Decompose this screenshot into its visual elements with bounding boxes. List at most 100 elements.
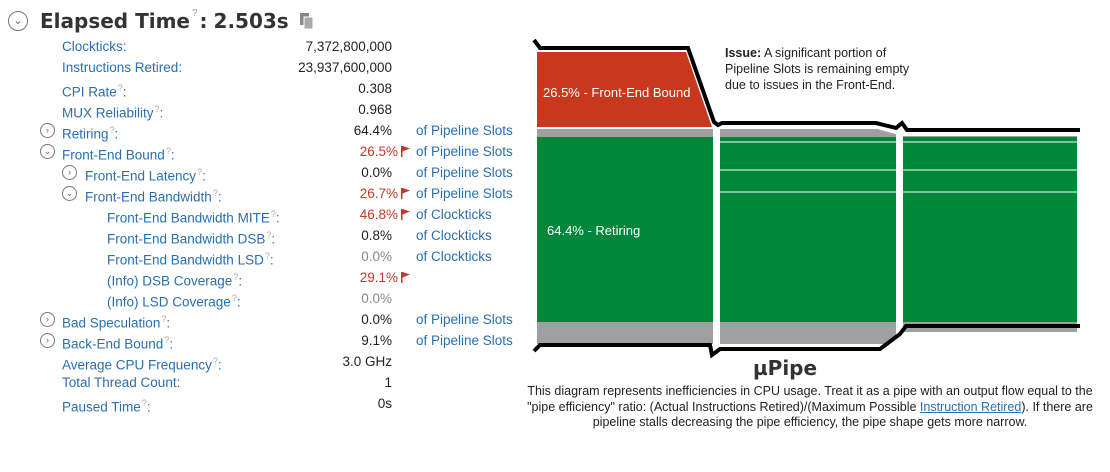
metric-value-text: 26.7% xyxy=(359,186,398,201)
metric-value-text: 3.0 GHz xyxy=(342,354,392,369)
front-end-bound-segment[interactable] xyxy=(537,52,712,127)
bad-speculation-band-top xyxy=(537,129,1077,137)
metric-row: Instructions Retired: 23,937,600,000 xyxy=(0,57,520,78)
metric-row: Front-End Bandwidth DSB?: 0.8% of Clocktic… xyxy=(0,225,520,247)
help-icon[interactable]: ? xyxy=(165,146,171,156)
help-icon[interactable]: ? xyxy=(270,209,276,219)
collapse-chevron-icon[interactable]: ⌄ xyxy=(8,11,28,31)
elapsed-time-header: ⌄ Elapsed Time ? : 2.503s xyxy=(8,8,315,34)
metric-value-text: 46.8% xyxy=(359,207,398,222)
metric-label[interactable]: Front-End Bandwidth DSB?: xyxy=(107,225,275,250)
metric-label[interactable]: Average CPU Frequency?: xyxy=(62,351,222,376)
metric-value-text: 64.4% xyxy=(353,123,392,138)
metric-label[interactable]: Front-End Bandwidth?: xyxy=(85,183,222,208)
metric-label-colon: : xyxy=(166,315,171,331)
metric-label-colon: : xyxy=(275,210,280,226)
metric-row[interactable]: › Bad Speculation?: 0.0% of Pipeline Slots xyxy=(0,309,520,331)
metric-label-text: (Info) LSD Coverage xyxy=(107,294,231,310)
expand-chevron-icon[interactable]: › xyxy=(40,312,55,327)
expand-chevron-icon[interactable]: › xyxy=(40,333,55,348)
retiring-segment[interactable] xyxy=(537,137,1077,322)
metric-label[interactable]: Front-End Latency?: xyxy=(85,162,206,187)
copy-icon[interactable] xyxy=(299,12,315,30)
metric-label[interactable]: Front-End Bandwidth MITE?: xyxy=(107,204,280,229)
metric-row: Clockticks: 7,372,800,000 xyxy=(0,36,520,57)
help-icon[interactable]: ? xyxy=(264,251,270,261)
flag-icon xyxy=(401,188,410,199)
metric-value: 29.1% xyxy=(360,267,410,288)
metric-row[interactable]: › Back-End Bound?: 9.1% of Pipeline Slots xyxy=(0,330,520,352)
help-icon[interactable]: ? xyxy=(212,356,218,366)
metric-row[interactable]: › Front-End Latency?: 0.0% of Pipeline Slot… xyxy=(0,162,520,184)
metric-label[interactable]: Bad Speculation?: xyxy=(62,309,170,334)
metric-label-text: Front-End Bandwidth MITE xyxy=(107,210,270,226)
help-icon[interactable]: ? xyxy=(231,293,237,303)
metric-value-text: 0.0% xyxy=(361,165,392,180)
help-icon[interactable]: ? xyxy=(141,398,147,408)
metric-label-text: Front-End Bandwidth LSD xyxy=(107,252,264,268)
metric-label[interactable]: Retiring?: xyxy=(62,120,118,145)
metric-row[interactable]: ⌄ Front-End Bound?: 26.5% of Pipeline Slots xyxy=(0,141,520,163)
metric-row: (Info) LSD Coverage?: 0.0% xyxy=(0,288,520,310)
help-icon[interactable]: ? xyxy=(212,188,218,198)
metric-label[interactable]: Instructions Retired: xyxy=(62,57,182,78)
retiring-label: 64.4% - Retiring xyxy=(547,223,641,238)
metric-row: Paused Time?: 0s xyxy=(0,393,520,415)
metric-value-text: 26.5% xyxy=(359,144,398,159)
metric-label[interactable]: Front-End Bound?: xyxy=(62,141,175,166)
expand-chevron-icon[interactable]: › xyxy=(62,165,77,180)
metric-value: 0.308 xyxy=(358,78,392,99)
help-icon[interactable]: ? xyxy=(164,335,170,345)
metric-label[interactable]: (Info) LSD Coverage?: xyxy=(107,288,241,313)
metric-row[interactable]: ⌄ Front-End Bandwidth?: 26.7% of Pipeline S… xyxy=(0,183,520,205)
help-icon[interactable]: ? xyxy=(117,83,123,93)
upipe-title: µPipe xyxy=(752,356,818,380)
metric-label-text: CPI Rate xyxy=(62,84,117,100)
help-icon[interactable]: ? xyxy=(197,167,203,177)
metric-label[interactable]: (Info) DSB Coverage?: xyxy=(107,267,242,292)
collapse-chevron-icon[interactable]: ⌄ xyxy=(62,186,77,201)
metric-label-colon: : xyxy=(238,273,243,289)
metric-label-colon: : xyxy=(217,189,222,205)
pipe-outline-bottom xyxy=(532,324,1080,359)
metric-row[interactable]: › Retiring?: 64.4% of Pipeline Slots xyxy=(0,120,520,142)
instruction-retired-link[interactable]: Instruction Retired xyxy=(919,399,1022,414)
expand-chevron-icon[interactable]: › xyxy=(40,123,55,138)
metric-label-text: MUX Reliability xyxy=(62,105,154,121)
metric-value: 9.1% xyxy=(361,330,392,351)
metric-label-colon: : xyxy=(122,39,127,54)
metric-value: 7,372,800,000 xyxy=(306,36,392,57)
metric-label[interactable]: Front-End Bandwidth LSD?: xyxy=(107,246,274,271)
metric-label[interactable]: Back-End Bound?: xyxy=(62,330,173,355)
pipe-description: This diagram represents inefficiencies i… xyxy=(520,384,1100,431)
metric-label[interactable]: Clockticks: xyxy=(62,36,127,57)
metric-row: CPI Rate?: 0.308 xyxy=(0,78,520,100)
collapse-chevron-icon[interactable]: ⌄ xyxy=(40,144,55,159)
metric-label-colon: : xyxy=(178,60,183,75)
metric-row: Front-End Bandwidth LSD?: 0.0% of Clocktic… xyxy=(0,246,520,268)
desc-text-before: This diagram represents inefficiencies i… xyxy=(527,384,1093,414)
elapsed-time-value: 2.503s xyxy=(213,9,289,33)
metric-label[interactable]: Total Thread Count: xyxy=(62,372,180,393)
metric-label-colon: : xyxy=(114,126,119,142)
help-icon[interactable]: ? xyxy=(161,314,167,324)
metric-label-colon: : xyxy=(202,168,206,184)
metric-value: 0s xyxy=(378,393,392,414)
help-icon[interactable]: ? xyxy=(109,125,115,135)
metric-value: 0.0% xyxy=(361,309,392,330)
help-icon[interactable]: ? xyxy=(154,104,160,114)
help-icon[interactable]: ? xyxy=(233,272,239,282)
metric-label-colon: : xyxy=(170,147,175,163)
metric-value-text: 0.0% xyxy=(361,291,392,306)
flag-icon xyxy=(401,209,410,220)
metric-label[interactable]: CPI Rate?: xyxy=(62,78,127,103)
metric-value-text: 0.0% xyxy=(361,249,392,264)
metric-label[interactable]: Paused Time?: xyxy=(62,393,151,418)
help-icon[interactable]: ? xyxy=(191,7,198,19)
metric-label-colon: : xyxy=(169,336,174,352)
issue-callout: Issue: A significant portion of Pipeline… xyxy=(725,45,915,93)
help-icon[interactable]: ? xyxy=(266,230,272,240)
metric-label[interactable]: MUX Reliability?: xyxy=(62,99,163,124)
metric-label-colon: : xyxy=(176,375,181,390)
metric-label-text: Back-End Bound xyxy=(62,336,164,352)
